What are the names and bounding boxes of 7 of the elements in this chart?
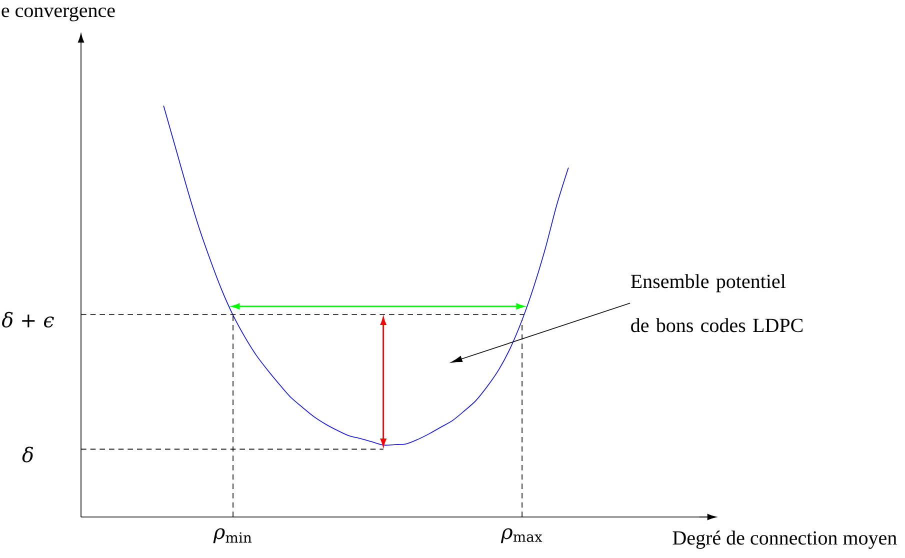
ref-line-label: δ — [22, 446, 34, 462]
ref-line-label: δ + ϵ — [2, 312, 54, 328]
x-tick-label: ρ$_{max}$ — [500, 528, 542, 544]
x-axis-title: Degré de connection moyen — [672, 530, 897, 549]
x-tick-label: ρ$_{min}$ — [213, 528, 252, 544]
text: Ensemble potentiel de bons codes LDPC — [630, 274, 803, 332]
y-axis-title: e convergence — [2, 6, 115, 22]
